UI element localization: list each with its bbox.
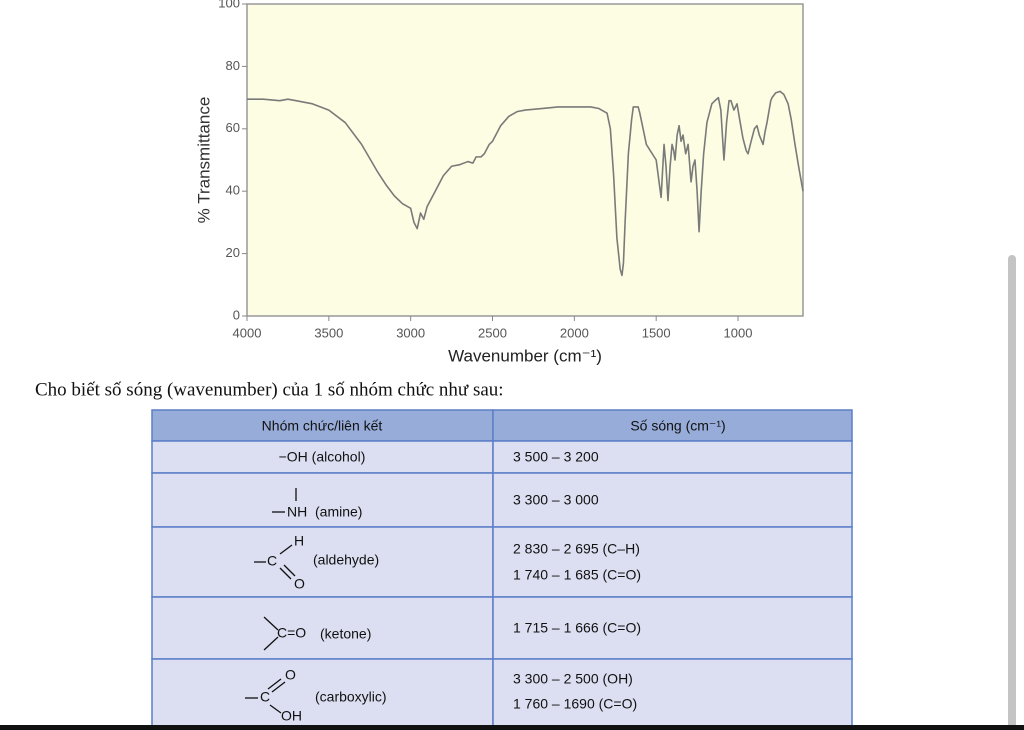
wavenumber-range: 3 300 – 3 000 [513,492,599,508]
header-cell [492,409,853,442]
x-tick-label: 2000 [560,325,589,340]
wavenumber-range: 1 760 – 1690 (C=O) [513,696,637,712]
wavenumber-range: 1 740 – 1 685 (C=O) [513,567,641,583]
header-text: Nhóm chức/liên kết [262,418,383,434]
atom: NH [287,504,307,520]
x-tick-label: 3000 [396,325,425,340]
bond [269,704,282,714]
atom: C [267,553,277,569]
wavenumber-range: 1 715 – 1 666 (C=O) [513,620,641,636]
y-tick-label: 40 [226,183,240,198]
spectrum-line [247,90,804,277]
bottom-bar [0,725,1024,730]
atom: O [285,667,296,683]
cell [151,596,494,660]
group-name: −OH (alcohol) [279,449,366,465]
cell [492,440,853,474]
atom: OH [281,708,302,724]
bond [267,678,282,690]
y-tick-label: 100 [218,0,240,10]
wavenumber-range: 2 830 – 2 695 (C–H) [513,541,640,557]
scrollbar[interactable] [1008,255,1016,730]
cell [151,658,494,730]
intro-text: Cho biết số sóng (wavenumber) của 1 số n… [35,379,504,400]
bond [271,681,286,693]
group-name: (amine) [315,504,362,520]
y-tick-label: 20 [226,245,240,260]
atom: O [294,576,305,592]
bond [283,564,296,577]
x-tick-label: 3500 [314,325,343,340]
group-name: (carboxylic) [315,689,387,705]
y-tick-label: 80 [226,58,240,73]
y-tick-label: 0 [233,307,240,322]
wavenumber-range: 3 300 – 2 500 (OH) [513,671,633,687]
group-name: (ketone) [320,626,371,642]
y-tick-label: 60 [226,120,240,135]
atom: C=O [277,625,306,641]
x-tick-label: 1000 [724,325,753,340]
x-tick-label: 1500 [642,325,671,340]
atom: C [260,689,270,705]
bond [263,636,279,651]
y-axis-label: % Transmittance [194,97,213,224]
x-axis-label: Wavenumber (cm⁻¹) [448,346,602,365]
wavenumber-range: 3 500 – 3 200 [513,449,599,465]
x-tick-label: 4000 [233,325,262,340]
bond [279,567,292,580]
atom: H [294,533,304,549]
group-name: (aldehyde) [313,552,379,568]
x-tick-label: 2500 [478,325,507,340]
bond [279,544,293,555]
plot-area [246,3,804,317]
bond [263,616,279,631]
header-cell [151,409,494,442]
cell [492,526,853,598]
header-text: Số sóng (cm⁻¹) [630,418,725,434]
cell [492,658,853,730]
cell [492,472,853,528]
